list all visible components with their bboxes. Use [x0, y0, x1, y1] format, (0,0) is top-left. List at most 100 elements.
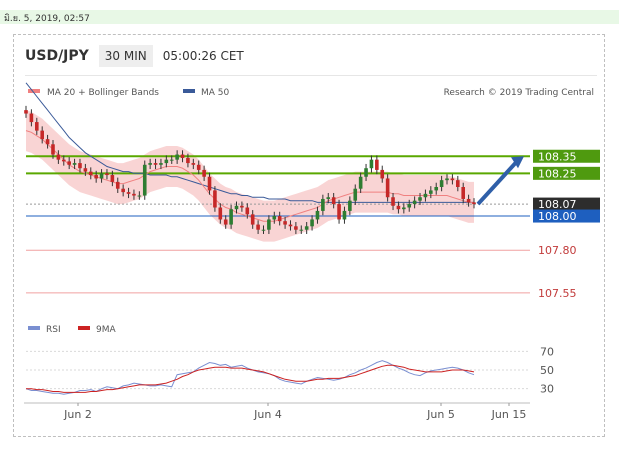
candle-body: [375, 159, 379, 170]
candle-body: [423, 193, 428, 198]
candle-body: [439, 180, 444, 187]
candle-body: [277, 216, 282, 222]
candle-body: [175, 154, 179, 160]
candle-body: [196, 164, 201, 170]
bollinger-band: [26, 110, 474, 242]
candle-body: [342, 210, 347, 220]
candle-body: [434, 187, 439, 191]
forecast-arrow-shaft: [476, 158, 520, 206]
candle-body: [51, 144, 55, 155]
candle: [115, 177, 120, 193]
x-tick-label: Jun 5: [426, 408, 455, 421]
candle: [272, 211, 277, 224]
candle-body: [283, 221, 287, 225]
level-tag-bg-108.00: [533, 209, 600, 223]
candle: [348, 196, 352, 216]
candle: [380, 165, 385, 183]
candle: [294, 222, 298, 234]
candle-body: [88, 171, 93, 176]
x-tick-label: Jun 15: [491, 408, 527, 421]
candle: [402, 203, 406, 214]
level-tag-107.80: 107.80: [538, 244, 577, 257]
candle-body: [450, 178, 455, 181]
candle: [267, 215, 271, 234]
candle: [240, 201, 244, 212]
candle-body: [407, 204, 412, 208]
candle-body: [72, 163, 77, 165]
candle: [180, 150, 185, 163]
candle: [132, 189, 136, 200]
candle-body: [29, 113, 34, 123]
candle: [337, 199, 341, 224]
candle-body: [126, 192, 131, 194]
header-divider: [25, 75, 597, 76]
candle-body: [159, 163, 163, 165]
candle-body: [105, 173, 109, 176]
candle-body: [45, 139, 50, 145]
rsi-plot: 30 50 70: [25, 345, 554, 396]
candle: [164, 155, 169, 168]
candle: [261, 225, 266, 234]
candle: [105, 169, 109, 180]
candle-body: [137, 195, 142, 197]
candle: [186, 153, 190, 168]
candle: [159, 158, 163, 170]
candle: [175, 150, 179, 164]
level-tag-bg-108.07: [533, 197, 600, 211]
candle-body: [34, 122, 39, 131]
candle-body: [315, 210, 320, 220]
candle: [315, 206, 320, 224]
candle-body: [299, 229, 304, 231]
candle: [385, 174, 390, 202]
candle: [78, 158, 82, 173]
candle-body: [353, 188, 358, 201]
candle-body: [132, 193, 136, 196]
candle-body: [67, 161, 71, 165]
candle-body: [391, 197, 395, 206]
candle-body: [294, 226, 298, 230]
candle: [321, 194, 325, 216]
candle: [310, 215, 314, 231]
candle-body: [61, 159, 66, 162]
candle-body: [429, 190, 433, 194]
rsi-legend-swatch: [28, 326, 40, 330]
candle: [34, 117, 39, 135]
candle-body: [337, 204, 341, 220]
ma50-line: [25, 82, 474, 203]
rsi-ma9-line: [26, 364, 475, 393]
candle-body: [412, 200, 417, 205]
candle: [218, 203, 223, 224]
candle-body: [218, 207, 223, 220]
candle: [450, 174, 455, 185]
candle: [223, 215, 228, 229]
candle: [429, 186, 433, 199]
candle: [434, 182, 439, 195]
candle-body: [56, 154, 61, 160]
candle-body: [396, 205, 401, 210]
level-tag-108.07: 108.07: [538, 198, 577, 211]
candle: [94, 170, 98, 183]
level-tag-bg-108.35: [533, 149, 600, 163]
candle: [466, 194, 471, 207]
candle-body: [223, 219, 228, 225]
candle-body: [456, 180, 460, 187]
candle-body: [364, 168, 368, 177]
x-axis-ticks: Jun 2 Jun 4 Jun 5 Jun 15: [63, 403, 526, 421]
candle-body: [191, 163, 196, 165]
ma20-legend-label: MA 20 + Bollinger Bands: [47, 88, 159, 98]
chart-card: USD/JPY 30 MIN 05:00:26 CET: [13, 34, 605, 437]
candle-body: [466, 198, 471, 203]
candle-body: [110, 175, 115, 182]
candle: [51, 140, 55, 159]
candle: [288, 220, 293, 231]
candle-body: [304, 226, 309, 230]
ma20-legend-swatch: [28, 89, 40, 93]
candle: [439, 175, 444, 192]
candle-body: [250, 214, 255, 225]
candle: [137, 191, 142, 200]
candle-body: [213, 190, 217, 208]
rsi-tick-label: 50: [540, 364, 554, 377]
candle-body: [402, 207, 406, 210]
candle-body: [272, 216, 277, 220]
chart-header: USD/JPY 30 MIN 05:00:26 CET: [25, 43, 244, 69]
